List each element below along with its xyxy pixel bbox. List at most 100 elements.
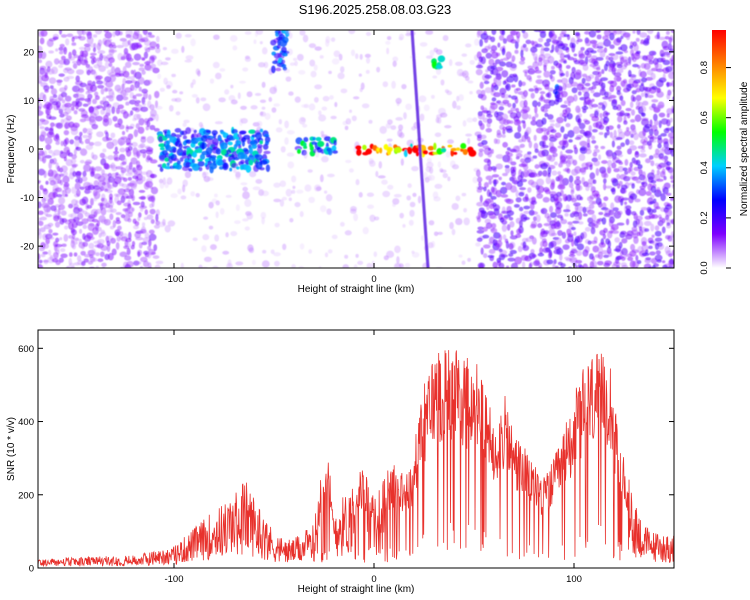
- heat-cell: [286, 152, 295, 157]
- heat-cell: [39, 37, 45, 45]
- heat-cell: [570, 249, 578, 254]
- heat-cell: [108, 43, 114, 49]
- heat-cell: [365, 31, 372, 36]
- heat-cell: [596, 193, 601, 198]
- heat-cell: [616, 265, 620, 268]
- heat-cell: [80, 250, 86, 256]
- heat-cell: [596, 34, 602, 40]
- heat-cell: [123, 177, 128, 182]
- heat-cell: [597, 105, 603, 109]
- heat-cell: [560, 219, 568, 225]
- heat-cell: [433, 196, 441, 202]
- heat-cell: [666, 82, 673, 87]
- heat-cell: [665, 208, 673, 217]
- heat-cell: [90, 197, 94, 206]
- heat-cell: [233, 168, 237, 173]
- heat-cell: [242, 191, 250, 200]
- heat-cell: [521, 111, 529, 120]
- heat-cell: [528, 88, 535, 92]
- heat-cell: [71, 186, 77, 194]
- heat-cell: [662, 187, 669, 195]
- heat-cell: [192, 78, 196, 85]
- heat-cell: [162, 218, 166, 226]
- heat-cell: [657, 243, 665, 250]
- heat-cell: [615, 245, 622, 253]
- heat-cell: [576, 206, 584, 212]
- heat-cell: [612, 62, 616, 68]
- heat-cell: [248, 247, 255, 254]
- heat-cell: [339, 221, 345, 227]
- heat-cell: [342, 264, 350, 268]
- heat-cell: [628, 140, 635, 146]
- heat-cell: [398, 36, 403, 41]
- heat-cell: [71, 243, 77, 250]
- heat-cell: [227, 141, 233, 146]
- heat-cell: [270, 39, 277, 46]
- heat-cell: [312, 136, 316, 141]
- heat-cell: [522, 31, 529, 39]
- heat-cell: [651, 264, 656, 268]
- heat-cell: [490, 195, 497, 200]
- heat-cell: [604, 132, 608, 139]
- heat-cell: [487, 147, 491, 151]
- heat-cell: [51, 152, 56, 157]
- heat-cell: [72, 63, 78, 69]
- heat-cell: [75, 69, 84, 75]
- heat-cell: [151, 199, 155, 208]
- heat-cell: [642, 39, 650, 46]
- heat-cell: [104, 163, 111, 170]
- heat-cell: [528, 140, 533, 149]
- heat-cell: [100, 109, 106, 115]
- heat-cell: [434, 132, 442, 138]
- heat-cell: [481, 48, 488, 54]
- heat-cell: [128, 188, 135, 197]
- heat-cell: [40, 131, 47, 138]
- x-axis-label: Height of straight line (km): [298, 284, 415, 295]
- heat-cell: [518, 206, 524, 212]
- heat-cell: [498, 106, 505, 111]
- heat-cell: [231, 128, 238, 135]
- heat-cell: [89, 84, 98, 92]
- heat-cell: [59, 179, 64, 186]
- heat-cell: [533, 142, 539, 150]
- heat-cell: [508, 94, 512, 98]
- heat-cell: [84, 45, 91, 52]
- heat-cell: [172, 89, 178, 94]
- heat-cell: [499, 186, 508, 195]
- heat-cell: [140, 195, 146, 200]
- heat-cell: [550, 75, 555, 82]
- heat-cell: [89, 112, 97, 119]
- heat-cell: [654, 254, 663, 261]
- heat-cell: [59, 237, 63, 241]
- heat-cell: [323, 190, 328, 194]
- colorbar-tick-label: 0.6: [699, 111, 710, 124]
- heat-cell: [621, 256, 626, 262]
- heat-cell: [467, 80, 474, 84]
- heat-cell: [284, 120, 289, 129]
- heat-cell: [191, 151, 197, 158]
- heat-cell: [159, 166, 164, 172]
- heat-cell: [460, 142, 467, 150]
- heat-cell: [279, 199, 285, 207]
- heat-cell: [308, 249, 313, 254]
- heat-cell: [582, 213, 588, 217]
- heat-cell: [502, 234, 507, 240]
- heat-cell: [231, 162, 239, 169]
- heat-cell: [385, 40, 391, 45]
- heat-cell: [616, 68, 624, 74]
- heat-cell: [364, 53, 371, 58]
- heat-cell: [576, 107, 581, 113]
- heat-cell: [378, 161, 383, 169]
- heat-cell: [80, 261, 86, 266]
- heat-cell: [607, 240, 612, 249]
- heat-cell: [255, 30, 264, 35]
- heat-cell: [52, 232, 59, 236]
- heat-cell: [624, 158, 629, 166]
- heat-cell: [486, 202, 490, 211]
- heat-cell: [110, 237, 116, 244]
- heat-cell: [48, 229, 53, 234]
- heat-cell: [348, 30, 356, 35]
- heat-cell: [650, 214, 659, 219]
- heat-cell: [196, 132, 202, 139]
- heat-cell: [52, 94, 58, 99]
